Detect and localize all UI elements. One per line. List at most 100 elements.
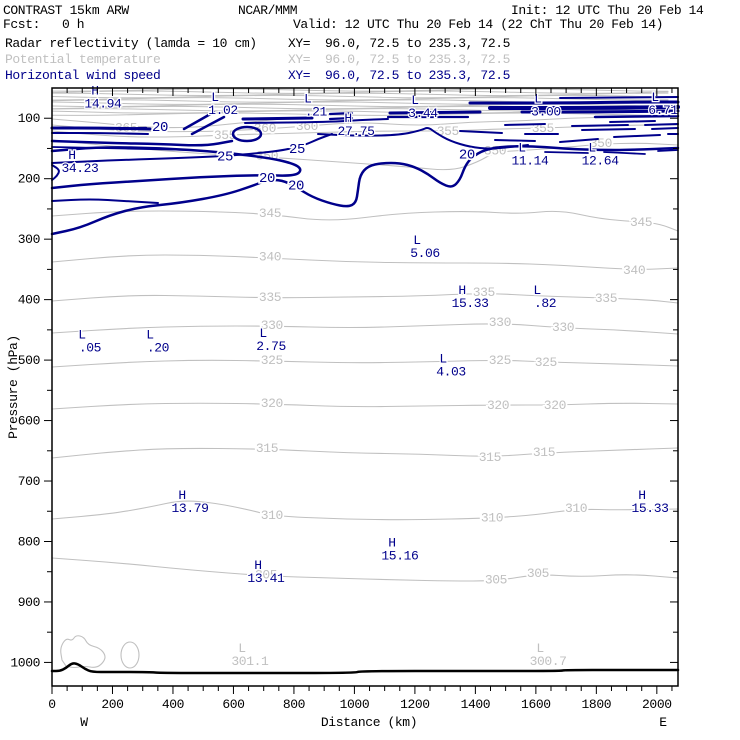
svg-text:L: L	[536, 641, 543, 656]
svg-text:330: 330	[552, 320, 574, 335]
svg-text:L: L	[534, 91, 541, 106]
svg-text:.05: .05	[79, 341, 101, 356]
svg-text:5.06: 5.06	[410, 246, 440, 261]
svg-text:L: L	[259, 326, 266, 341]
svg-text:20: 20	[259, 171, 275, 187]
svg-text:330: 330	[489, 315, 511, 330]
svg-text:L: L	[533, 283, 540, 298]
svg-text:12.64: 12.64	[582, 153, 620, 168]
svg-text:20: 20	[459, 147, 475, 163]
svg-text:.82: .82	[534, 296, 556, 311]
legend-xy-reflectivity: XY= 96.0, 72.5 to 235.3, 72.5	[288, 36, 511, 51]
svg-text:330: 330	[261, 318, 283, 333]
svg-text:305: 305	[527, 566, 549, 581]
svg-text:310: 310	[481, 510, 503, 525]
svg-text:Distance (km): Distance (km)	[321, 715, 417, 730]
svg-text:2000: 2000	[642, 697, 672, 712]
page-title: CONTRAST 15km ARW	[3, 3, 129, 18]
svg-text:34.23: 34.23	[61, 161, 98, 176]
svg-text:325: 325	[535, 355, 557, 370]
axis-tick-labels: 0 200 400 600 800 1000 1200 1400 1600 1800 2000 100…	[10, 111, 672, 712]
svg-text:11.14: 11.14	[511, 153, 549, 168]
svg-text:20: 20	[152, 120, 168, 136]
svg-text:.20: .20	[147, 341, 169, 356]
svg-text:900: 900	[18, 595, 40, 610]
svg-text:H: H	[68, 148, 75, 163]
svg-text:315: 315	[479, 450, 501, 465]
fcst-label: Fcst:	[3, 17, 41, 32]
svg-text:600: 600	[222, 697, 244, 712]
svg-text:315: 315	[533, 445, 555, 460]
svg-text:200: 200	[18, 172, 40, 187]
svg-text:H: H	[91, 83, 98, 98]
svg-text:200: 200	[101, 697, 123, 712]
svg-text:15.33: 15.33	[632, 501, 669, 516]
org-label: NCAR/MMM	[238, 3, 298, 18]
svg-text:E: E	[659, 715, 667, 730]
svg-text:L: L	[146, 328, 153, 343]
legend-field-wind: Horizontal wind speed	[5, 68, 161, 83]
svg-text:27.75: 27.75	[338, 124, 375, 139]
svg-text:1000: 1000	[340, 697, 370, 712]
legend-xy-wind: XY= 96.0, 72.5 to 235.3, 72.5	[288, 68, 511, 83]
svg-text:H: H	[388, 536, 395, 551]
svg-text:13.79: 13.79	[172, 501, 209, 516]
svg-text:400: 400	[18, 293, 40, 308]
svg-text:320: 320	[487, 398, 509, 413]
svg-text:L: L	[518, 140, 525, 155]
svg-text:L: L	[413, 233, 420, 248]
svg-text:L: L	[211, 90, 218, 105]
svg-text:800: 800	[18, 534, 40, 549]
svg-text:1.02: 1.02	[208, 103, 238, 118]
svg-text:340: 340	[623, 263, 645, 278]
svg-text:1600: 1600	[521, 697, 551, 712]
svg-text:345: 345	[630, 215, 652, 230]
svg-text:320: 320	[544, 398, 566, 413]
svg-text:W: W	[80, 715, 88, 730]
wind-extrema-labels: H14.94 L1.02L.21 H27.75L3.44L3.00L6.71H34.…	[60, 82, 680, 587]
svg-text:.21: .21	[305, 104, 328, 119]
svg-text:325: 325	[489, 353, 511, 368]
svg-text:L: L	[439, 351, 446, 366]
svg-text:4.03: 4.03	[436, 364, 466, 379]
svg-text:335: 335	[473, 285, 495, 300]
svg-text:305: 305	[255, 568, 277, 583]
legend-field-theta: Potential temperature	[5, 52, 161, 67]
svg-text:320: 320	[261, 396, 283, 411]
svg-text:H: H	[254, 558, 261, 573]
svg-text:340: 340	[259, 250, 281, 265]
svg-text:L: L	[411, 93, 418, 108]
svg-text:H: H	[178, 488, 185, 503]
svg-text:700: 700	[18, 474, 40, 489]
legend-field-reflectivity: Radar reflectivity (lamda = 10 cm)	[5, 36, 257, 51]
svg-text:6.71: 6.71	[648, 103, 678, 118]
svg-text:335: 335	[595, 291, 617, 306]
svg-text:25: 25	[217, 150, 233, 166]
svg-text:100: 100	[18, 111, 40, 126]
svg-text:25: 25	[289, 142, 305, 158]
fcst-value: 0 h	[62, 17, 85, 32]
svg-text:315: 315	[256, 441, 278, 456]
svg-text:400: 400	[162, 697, 184, 712]
svg-text:600: 600	[18, 414, 40, 429]
svg-text:0: 0	[48, 697, 55, 712]
svg-text:800: 800	[283, 697, 305, 712]
svg-text:L: L	[588, 140, 595, 155]
svg-text:3.44: 3.44	[408, 106, 438, 121]
svg-text:L: L	[78, 328, 85, 343]
svg-text:3.00: 3.00	[531, 104, 561, 119]
legend-xy-theta: XY= 96.0, 72.5 to 235.3, 72.5	[288, 52, 511, 67]
svg-text:15.16: 15.16	[381, 549, 418, 564]
svg-text:300: 300	[18, 232, 40, 247]
svg-text:2.75: 2.75	[256, 339, 286, 354]
svg-text:301.1: 301.1	[231, 654, 269, 669]
svg-text:1200: 1200	[400, 697, 430, 712]
svg-text:1000: 1000	[10, 655, 40, 670]
svg-text:355: 355	[437, 124, 459, 139]
svg-text:L: L	[651, 90, 658, 105]
svg-text:L: L	[238, 641, 245, 656]
